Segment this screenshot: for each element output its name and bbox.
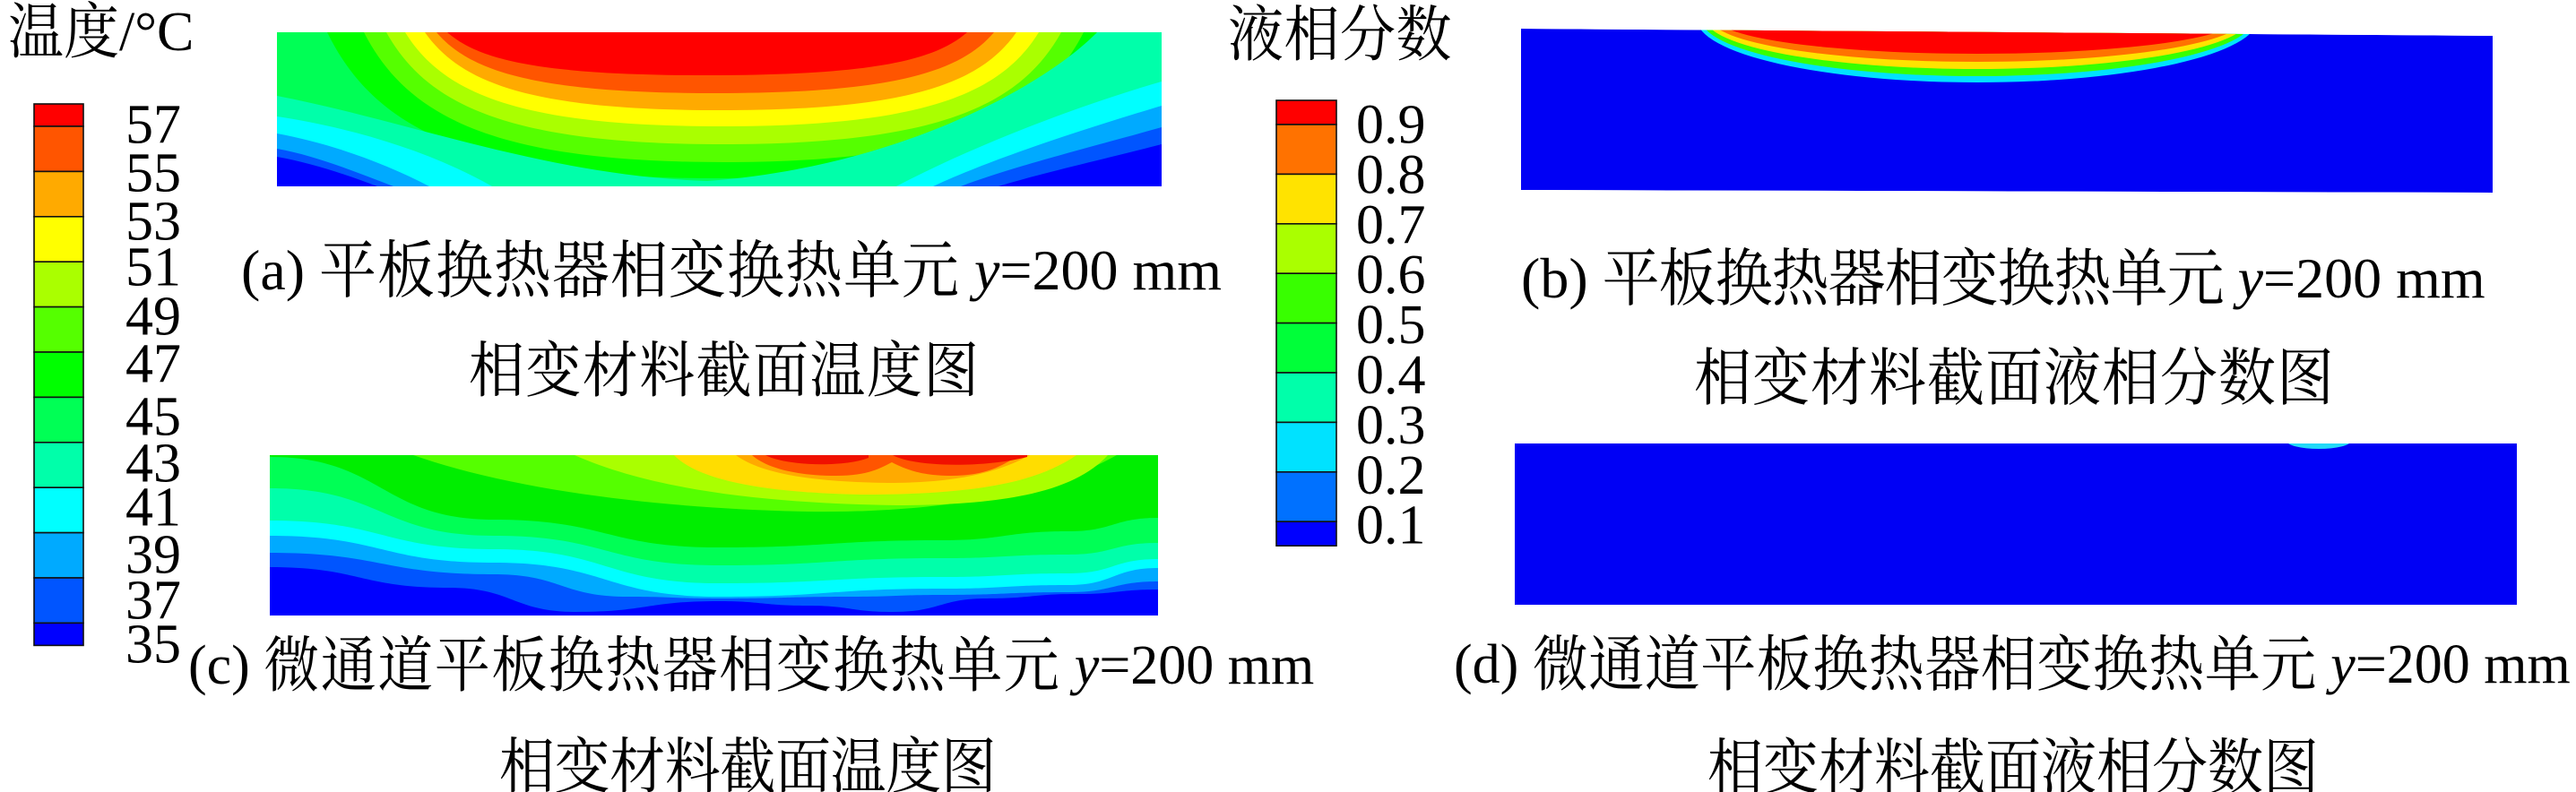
svg-text:49: 49 bbox=[125, 287, 181, 348]
svg-text:53: 53 bbox=[125, 192, 181, 253]
svg-text:/°C: /°C bbox=[119, 2, 194, 63]
svg-text:37: 37 bbox=[125, 571, 181, 632]
svg-text:(b): (b) bbox=[1521, 246, 1603, 310]
svg-text:(d): (d) bbox=[1454, 634, 1533, 695]
svg-text:0.5: 0.5 bbox=[1356, 295, 1426, 356]
svg-text:(a): (a) bbox=[241, 238, 319, 302]
svg-text:35: 35 bbox=[125, 615, 181, 676]
svg-text:51: 51 bbox=[125, 237, 181, 298]
svg-text:0.1: 0.1 bbox=[1356, 495, 1426, 556]
svg-text:47: 47 bbox=[125, 334, 181, 395]
svg-text:0.3: 0.3 bbox=[1356, 395, 1426, 456]
svg-text:0.2: 0.2 bbox=[1356, 445, 1426, 506]
svg-text:y=200 mm: y=200 mm bbox=[960, 238, 1222, 302]
svg-text:45: 45 bbox=[125, 387, 181, 448]
svg-text:y=200 mm: y=200 mm bbox=[2224, 246, 2485, 310]
svg-text:0.4: 0.4 bbox=[1356, 345, 1426, 406]
svg-text:(c): (c) bbox=[188, 635, 264, 696]
svg-text:0.7: 0.7 bbox=[1356, 194, 1426, 255]
svg-text:y=200 mm: y=200 mm bbox=[2317, 634, 2571, 695]
svg-text:57: 57 bbox=[125, 95, 181, 156]
svg-text:41: 41 bbox=[125, 478, 181, 538]
svg-text:0.6: 0.6 bbox=[1356, 245, 1426, 306]
svg-text:39: 39 bbox=[125, 525, 181, 586]
svg-text:43: 43 bbox=[125, 434, 181, 495]
svg-text:y=200 mm: y=200 mm bbox=[1060, 635, 1314, 696]
svg-text:0.8: 0.8 bbox=[1356, 144, 1426, 205]
svg-text:0.9: 0.9 bbox=[1356, 95, 1426, 156]
svg-text:55: 55 bbox=[125, 143, 181, 204]
